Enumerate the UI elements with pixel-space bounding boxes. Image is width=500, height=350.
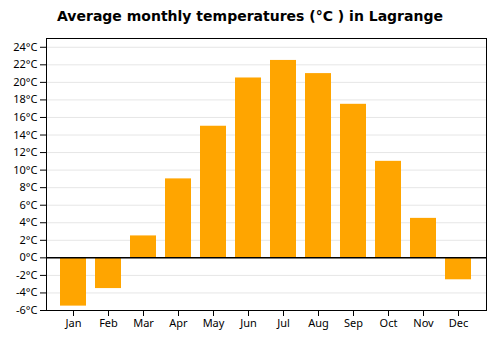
svg-text:Mar: Mar (133, 315, 154, 330)
svg-text:-6°C: -6°C (16, 302, 38, 317)
svg-text:Nov: Nov (413, 315, 434, 330)
svg-text:Sep: Sep (344, 315, 363, 330)
svg-text:-4°C: -4°C (16, 284, 38, 299)
svg-text:Oct: Oct (380, 315, 398, 330)
svg-text:22°C: 22°C (13, 56, 37, 71)
svg-text:0°C: 0°C (20, 249, 38, 264)
svg-text:2°C: 2°C (20, 232, 38, 247)
svg-text:24°C: 24°C (13, 39, 37, 54)
svg-text:Dec: Dec (449, 315, 469, 330)
svg-text:Jun: Jun (239, 315, 257, 330)
svg-text:Aug: Aug (308, 315, 329, 330)
svg-text:14°C: 14°C (13, 127, 37, 142)
svg-text:Jan: Jan (65, 315, 82, 330)
svg-text:8°C: 8°C (20, 179, 38, 194)
svg-text:20°C: 20°C (13, 74, 37, 89)
svg-text:6°C: 6°C (20, 197, 38, 212)
svg-text:18°C: 18°C (13, 91, 37, 106)
svg-text:12°C: 12°C (13, 144, 37, 159)
svg-text:Jul: Jul (276, 315, 290, 330)
svg-text:4°C: 4°C (20, 214, 38, 229)
svg-text:16°C: 16°C (13, 109, 37, 124)
svg-text:10°C: 10°C (13, 162, 37, 177)
svg-text:May: May (203, 315, 225, 330)
svg-text:Apr: Apr (169, 315, 188, 330)
svg-text:-2°C: -2°C (16, 267, 38, 282)
html-text:Average monthly temperatures (: Average monthly temperatures (°C ) in La… (57, 8, 443, 24)
svg-text:Feb: Feb (99, 315, 118, 330)
